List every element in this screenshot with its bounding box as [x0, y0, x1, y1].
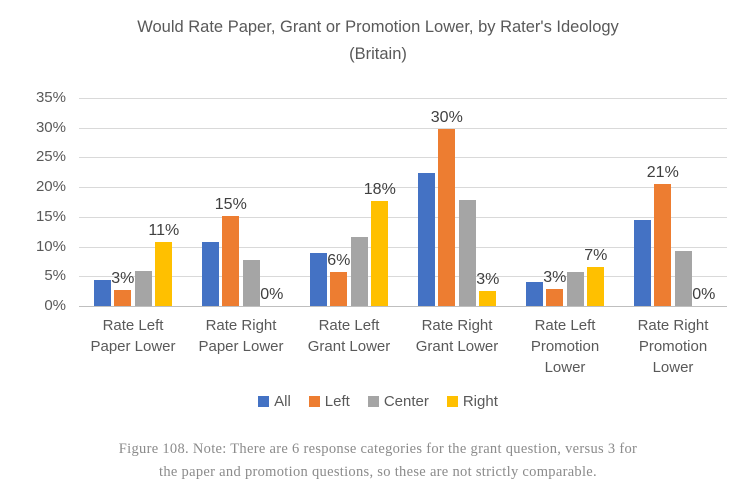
chart-title-line-1: Would Rate Paper, Grant or Promotion Low…	[137, 18, 619, 36]
y-axis-tick-label: 15%	[35, 208, 66, 225]
legend-item-right: Right	[446, 393, 498, 410]
data-label-right: 0%	[260, 286, 284, 303]
y-axis-tick-label: 35%	[35, 89, 66, 106]
bar-all	[309, 253, 327, 306]
data-label-left: 30%	[430, 108, 463, 126]
gridline	[79, 217, 727, 218]
legend-label-all: All	[274, 393, 291, 410]
bar-right	[587, 266, 605, 306]
legend-label-right: Right	[462, 393, 498, 410]
bar-left	[654, 183, 672, 306]
bar-right	[371, 200, 389, 306]
bar-left	[114, 290, 132, 306]
data-label-right: 11%	[148, 221, 180, 239]
category-label: Rate Right Paper Lower	[198, 317, 284, 355]
data-label-left: 21%	[646, 163, 679, 181]
bar-left	[438, 128, 456, 306]
data-label-left: 3%	[111, 270, 135, 287]
bar-left	[330, 272, 348, 306]
bar-center	[350, 236, 368, 306]
legend-swatch-right	[446, 396, 458, 407]
y-axis-tick-label: 5%	[44, 267, 66, 284]
bar-left	[546, 289, 564, 306]
data-label-right: 0%	[692, 286, 716, 303]
legend-swatch-all	[258, 396, 270, 407]
category-label: Rate Right Promotion Lower	[637, 317, 709, 376]
bar-center	[674, 251, 692, 306]
bar-center	[134, 270, 152, 306]
bar-left	[222, 216, 240, 306]
bar-all	[201, 242, 219, 306]
category-label: Rate Left Paper Lower	[90, 317, 176, 355]
bar-center	[242, 259, 260, 306]
y-axis-tick-label: 30%	[35, 119, 66, 136]
bar-right	[155, 241, 173, 306]
category-label: Rate Right Grant Lower	[415, 317, 499, 355]
data-label-right: 18%	[363, 180, 396, 198]
chart-title-line-2: (Britain)	[349, 45, 407, 63]
bar-all	[633, 220, 651, 306]
y-axis-tick-label: 20%	[35, 178, 66, 195]
category-label: Rate Left Promotion Lower	[530, 317, 600, 376]
bar-right	[479, 290, 497, 306]
y-axis-tick-label: 10%	[35, 238, 66, 255]
chart-legend: All Left Center Right	[0, 393, 756, 410]
legend-item-left: Left	[308, 393, 350, 410]
legend-label-center: Center	[383, 393, 429, 410]
legend-swatch-left	[308, 396, 320, 407]
legend-swatch-center	[367, 396, 379, 407]
gridline	[79, 247, 727, 248]
category-label: Rate Left Grant Lower	[307, 317, 391, 355]
gridline	[79, 98, 727, 99]
data-label-left: 15%	[214, 196, 247, 214]
bar-center	[458, 199, 476, 306]
legend-label-left: Left	[324, 393, 350, 410]
figure-caption-line-1: Figure 108. Note: There are 6 response c…	[118, 441, 638, 457]
bar-all	[417, 172, 435, 306]
x-axis-line	[79, 306, 727, 307]
y-axis-tick-label: 0%	[44, 297, 66, 314]
legend-item-all: All	[258, 393, 291, 410]
gridline	[79, 187, 727, 188]
figure-caption: Figure 108. Note: There are 6 response c…	[0, 438, 756, 484]
bar-all	[93, 279, 111, 306]
bar-all	[525, 282, 543, 306]
gridline	[79, 128, 727, 129]
data-label-left: 6%	[327, 252, 351, 270]
data-label-left: 3%	[543, 269, 567, 287]
gridline	[79, 157, 727, 158]
data-label-right: 7%	[584, 246, 608, 264]
legend-item-center: Center	[367, 393, 429, 410]
y-axis-tick-label: 25%	[35, 148, 66, 165]
gridline	[79, 276, 727, 277]
bar-center	[566, 271, 584, 306]
chart-title: Would Rate Paper, Grant or Promotion Low…	[0, 14, 756, 68]
figure-caption-line-2: the paper and promotion questions, so th…	[159, 464, 597, 480]
data-label-right: 3%	[476, 270, 500, 288]
